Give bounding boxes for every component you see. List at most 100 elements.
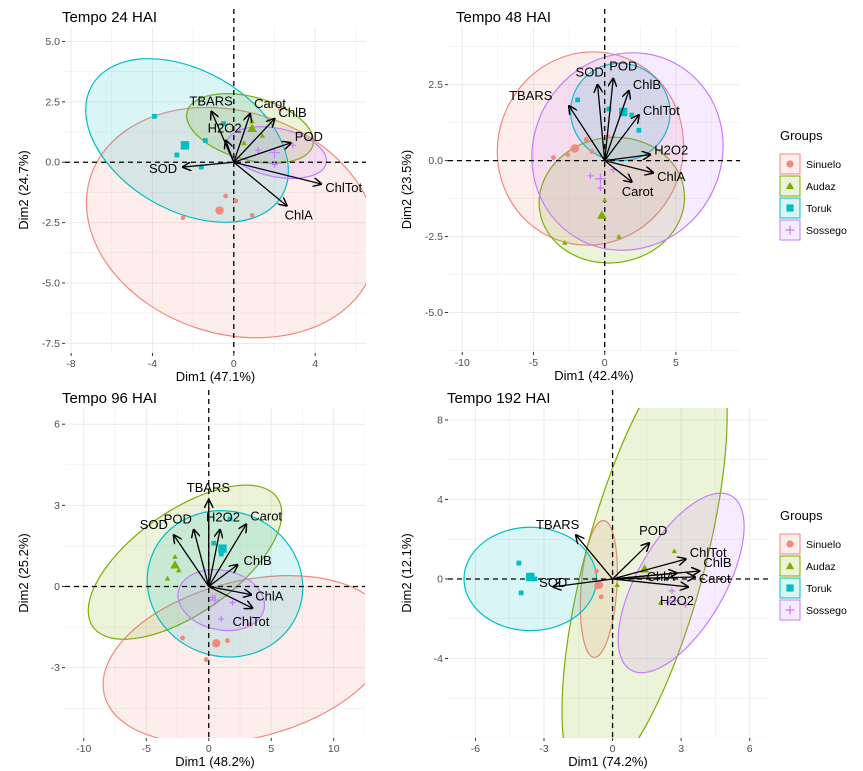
vector-label: POD <box>609 59 637 74</box>
vector-h2o2 <box>226 140 235 163</box>
point-sinuelo <box>180 635 185 641</box>
centroid-sinuelo <box>212 639 221 648</box>
panel-title: Tempo 96 HAI <box>62 390 157 407</box>
point-sinuelo <box>247 621 253 627</box>
vector-sod <box>183 161 234 167</box>
vector-carot <box>604 160 632 182</box>
panel-title: Tempo 48 HAI <box>456 9 551 26</box>
y-tick-label: 5.0 <box>45 36 60 48</box>
x-tick-label: -5 <box>529 357 538 369</box>
panel-title: Tempo 24 HAI <box>62 9 157 26</box>
vector-label: ChlA <box>255 589 284 604</box>
vector-label: ChlB <box>244 553 272 568</box>
vector-tbars <box>569 106 606 161</box>
vector-chltot <box>604 115 639 162</box>
point-sinuelo <box>203 657 209 662</box>
x-tick-label: -8 <box>66 358 75 370</box>
point-audaz <box>172 554 178 559</box>
x-tick-label: 0 <box>206 743 212 755</box>
vector-h2o2 <box>604 155 651 162</box>
vector-label: ChlB <box>703 555 731 570</box>
x-tick-label: 5 <box>673 357 679 369</box>
legend-label: Sinuelo <box>806 539 841 551</box>
vector-label: H2O2 <box>206 510 240 525</box>
point-toruk <box>152 113 157 119</box>
centroid-sossego <box>594 173 606 185</box>
centroid-audaz <box>597 210 607 219</box>
point-toruk <box>575 97 581 103</box>
vector-chlb <box>612 571 700 580</box>
vector-label: Carot <box>250 508 282 523</box>
points <box>164 516 253 662</box>
point-audaz <box>259 132 266 138</box>
point-sinuelo <box>180 215 186 221</box>
vector-label: POD <box>295 129 323 144</box>
centroid-toruk <box>526 572 535 582</box>
vector-chlb <box>604 91 629 161</box>
point-toruk <box>606 106 612 112</box>
vector-label: POD <box>164 512 192 527</box>
y-tick-label: -7.5 <box>42 338 60 350</box>
y-axis-label: Dim2 (24.7%) <box>16 150 31 229</box>
point-toruk <box>518 590 524 596</box>
point-toruk <box>211 540 217 546</box>
vector-h2o2 <box>612 578 688 587</box>
vector-chla <box>208 585 252 595</box>
vector-label: TBARS <box>189 94 233 109</box>
legend-marker-sinuelo <box>786 160 794 168</box>
point-audaz <box>671 548 678 554</box>
panel-title: Tempo 192 HAI <box>447 390 550 407</box>
centroid-sinuelo <box>570 144 579 153</box>
x-axis-label: Dim1 (42.4%) <box>554 368 633 383</box>
y-tick-label: -5.0 <box>42 277 60 289</box>
vector-chla <box>604 160 653 173</box>
y-tick-label: 0 <box>437 573 443 585</box>
point-sinuelo <box>589 149 595 154</box>
vector-label: H2O2 <box>660 593 694 608</box>
vector-pod <box>233 143 291 163</box>
legend-label: Audaz <box>806 181 836 193</box>
y-tick-label: 0.0 <box>428 155 443 167</box>
point-audaz <box>164 575 171 581</box>
y-axis-label: Dim2 (12.1%) <box>399 533 414 612</box>
point-toruk <box>532 576 538 582</box>
x-tick-label: 4 <box>312 358 318 370</box>
legend: Groups Sinuelo Audaz Toruk Sossego <box>779 128 847 241</box>
x-tick-label: -3 <box>539 743 548 755</box>
vector-chla <box>233 161 287 205</box>
vector-chlb <box>233 119 275 163</box>
vector-label: ChlTot <box>643 103 680 118</box>
centroid-sossego <box>209 594 221 606</box>
legend-marker-toruk <box>786 584 794 592</box>
vector-chltot <box>612 559 686 580</box>
y-tick-label: -3 <box>51 662 60 674</box>
point-toruk <box>218 551 224 557</box>
point-sossego <box>255 147 262 154</box>
vector-label: Carot <box>254 96 286 111</box>
x-tick-label: 10 <box>328 743 340 755</box>
vector-label: SOD <box>140 517 168 532</box>
vector-label: TBARS <box>187 480 231 495</box>
x-tick-label: -5 <box>142 743 151 755</box>
vector-sod <box>598 85 606 161</box>
vector-carot <box>233 114 250 163</box>
x-tick-label: -10 <box>455 357 470 369</box>
centroid-toruk <box>619 107 628 117</box>
vector-label: ChlA <box>285 208 314 223</box>
point-sossego <box>668 587 676 595</box>
point-sossego <box>682 601 689 608</box>
point-sossego <box>597 184 604 192</box>
point-sossego <box>218 615 225 623</box>
vector-label: H2O2 <box>208 120 242 135</box>
y-tick-label: 0.0 <box>45 157 60 169</box>
point-sinuelo <box>551 155 556 161</box>
point-sossego <box>271 161 278 168</box>
vector-sod <box>174 535 210 587</box>
vector-chltot <box>233 161 321 184</box>
legend-marker-sossego <box>785 605 795 615</box>
x-tick-label: -4 <box>148 358 157 370</box>
